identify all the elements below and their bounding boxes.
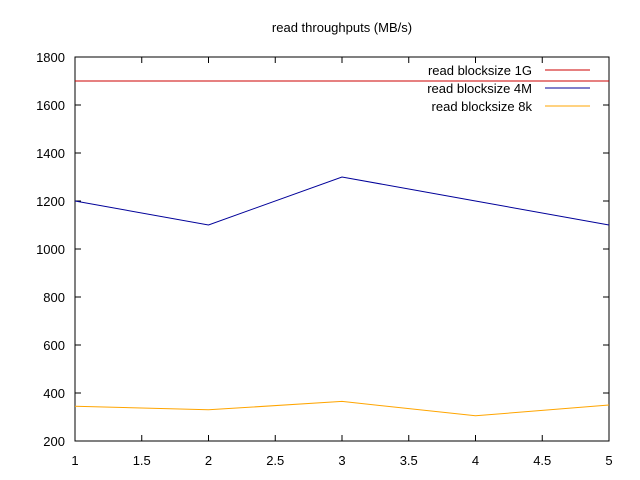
y-tick-label: 200 xyxy=(43,434,65,449)
series-lines xyxy=(74,80,610,417)
chart-title: read throughputs (MB/s) xyxy=(272,20,412,35)
legend-label: read blocksize 4M xyxy=(427,81,532,96)
x-tick-label: 2.5 xyxy=(266,453,284,468)
y-tick-label: 600 xyxy=(43,338,65,353)
axis-ticks: 1 1.5 2 2.5 3 3.5 4 4.5 5 200 400 600 800 1000 1200 140… xyxy=(36,50,613,468)
x-tick-label: 1 xyxy=(71,453,78,468)
y-tick-label: 1200 xyxy=(36,194,65,209)
x-tick-label: 4.5 xyxy=(533,453,551,468)
x-tick-label: 2 xyxy=(205,453,212,468)
y-tick-label: 1400 xyxy=(36,146,65,161)
y-tick-label: 1600 xyxy=(36,98,65,113)
x-tick-label: 4 xyxy=(472,453,479,468)
series-line-2 xyxy=(74,400,610,417)
legend: read blocksize 1G read blocksize 4M read b… xyxy=(427,63,590,114)
x-tick-label: 5 xyxy=(605,453,612,468)
y-tick-label: 1000 xyxy=(36,242,65,257)
y-tick-label: 400 xyxy=(43,386,65,401)
legend-label: read blocksize 1G xyxy=(428,63,532,78)
x-tick-label: 1.5 xyxy=(133,453,151,468)
y-tick-label: 800 xyxy=(43,290,65,305)
series-line-1 xyxy=(74,176,610,226)
legend-label: read blocksize 8k xyxy=(432,99,533,114)
y-tick-label: 1800 xyxy=(36,50,65,65)
x-tick-label: 3 xyxy=(338,453,345,468)
x-tick-label: 3.5 xyxy=(400,453,418,468)
plot-frame xyxy=(74,56,610,442)
